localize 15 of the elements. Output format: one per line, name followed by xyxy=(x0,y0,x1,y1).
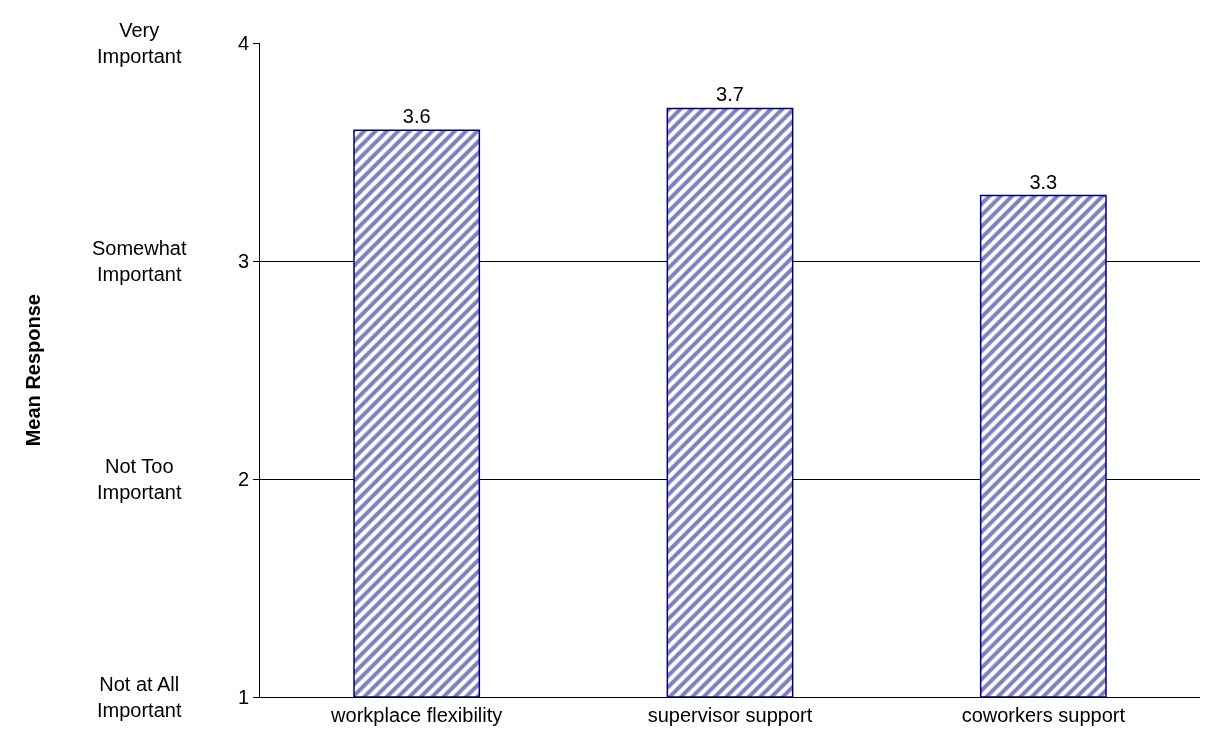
text: Not Too Important xyxy=(97,455,182,503)
text: Not at All Important xyxy=(97,673,182,721)
x-tick-label: workplace flexibility xyxy=(330,704,503,726)
y-tick-label: 2 xyxy=(237,468,249,490)
y-tick-label: 4 xyxy=(237,32,249,54)
text: Very Important xyxy=(97,19,182,67)
text: Mean Response xyxy=(22,294,45,447)
y-tick-label: 3 xyxy=(237,250,249,272)
data-label: 3.7 xyxy=(716,83,744,106)
data-label: 3.3 xyxy=(1029,170,1058,193)
data-label: 3.6 xyxy=(402,105,431,128)
text: Somewhat Important xyxy=(92,237,187,285)
x-tick-label: coworkers support xyxy=(961,704,1126,726)
x-tick-label: supervisor support xyxy=(647,704,813,726)
y-tick-label: 1 xyxy=(237,686,249,708)
